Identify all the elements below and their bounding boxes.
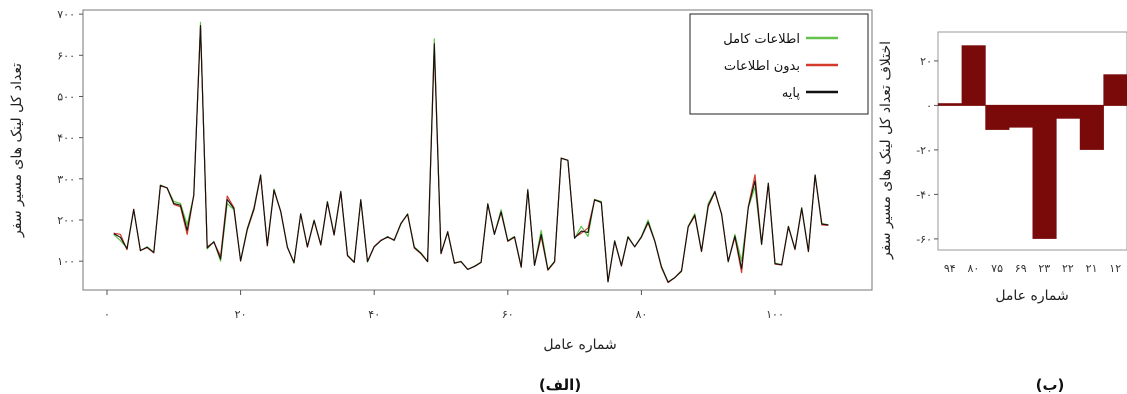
bar-x-tick-label: ۲۱ xyxy=(1086,262,1098,275)
bar-x-tick-label: ۹۴ xyxy=(944,262,956,275)
bar-x-tick-label: ۲۳ xyxy=(1038,262,1050,275)
bar-y-tick-label: ۲۰ xyxy=(920,55,932,68)
bar-chart-y-ticks: ۲۰ ۰ -۲۰ -۴۰ -۶۰ xyxy=(916,55,938,246)
x-tick-label: ۰ xyxy=(104,308,110,321)
legend-label-1: اطلاعات کامل xyxy=(723,32,800,47)
bar-x-tick-label: ۷۵ xyxy=(991,262,1003,275)
y-tick-label: ۲۰۰ xyxy=(57,214,75,227)
bar-8 xyxy=(1103,74,1127,106)
bar-x-tick-label: ۲۲ xyxy=(1062,262,1074,275)
y-tick-label: ۱۰۰ xyxy=(57,255,75,268)
bar-chart-x-axis-label: شماره عامل xyxy=(995,288,1068,304)
x-tick-label: ۲۰ xyxy=(235,308,247,321)
bar-6 xyxy=(1056,105,1081,119)
line-chart-x-axis-label: شماره عامل xyxy=(543,337,616,353)
panel-label-a: (الف) xyxy=(539,376,581,394)
bar-y-tick-label: -۲۰ xyxy=(916,144,932,157)
bar-y-tick-label: -۴۰ xyxy=(916,188,932,201)
line-chart-y-ticks: ۱۰۰ ۲۰۰ ۳۰۰ ۴۰۰ ۵۰۰ ۶۰۰ ۷۰۰ xyxy=(57,8,83,268)
line-chart-x-ticks: ۰ ۲۰ ۴۰ ۶۰ ۸۰ ۱۰۰ xyxy=(104,290,784,321)
bar-1 xyxy=(938,103,963,106)
bar-x-tick-label: ۱۲ xyxy=(1109,262,1121,275)
line-chart-series xyxy=(113,21,829,284)
bar-x-tick-label: ۸۰ xyxy=(967,262,979,275)
y-tick-label: ۳۰۰ xyxy=(57,173,75,186)
series-line-3 xyxy=(113,25,829,283)
y-tick-label: ۴۰۰ xyxy=(57,132,75,145)
x-tick-label: ۴۰ xyxy=(368,308,380,321)
bar-chart-bars xyxy=(938,45,1127,239)
y-tick-label: ۶۰۰ xyxy=(57,49,75,62)
bar-y-tick-label: -۶۰ xyxy=(916,233,932,246)
bar-5 xyxy=(1032,105,1057,239)
x-tick-label: ۶۰ xyxy=(502,308,514,321)
bar-x-tick-label: ۶۹ xyxy=(1015,262,1027,275)
bar-2 xyxy=(961,45,986,106)
legend-box xyxy=(689,13,869,115)
y-tick-label: ۷۰۰ xyxy=(57,8,75,21)
line-chart-panel: ۱۰۰ ۲۰۰ ۳۰۰ ۴۰۰ ۵۰۰ ۶۰۰ ۷۰۰ ۰ ۲۰ ۴۰ ۶۰ ۸۰ ۱۰۰ شماره… xyxy=(9,8,873,394)
line-chart-y-axis-label: تعداد کل لینک های مسیر سفر xyxy=(9,63,25,238)
y-tick-label: ۵۰۰ xyxy=(57,90,75,103)
legend-label-2: بدون اطلاعات xyxy=(724,59,800,74)
bar-chart-x-ticks: ۹۴ ۸۰ ۷۵ ۶۹ ۲۳ ۲۲ ۲۱ ۱۲ xyxy=(944,262,1121,275)
panel-label-b: (ب) xyxy=(1036,376,1065,394)
x-tick-label: ۸۰ xyxy=(635,308,647,321)
line-chart-legend: اطلاعات کامل بدون اطلاعات پایه xyxy=(689,13,869,115)
x-tick-label: ۱۰۰ xyxy=(766,308,784,321)
bar-4 xyxy=(1008,105,1033,128)
legend-label-3: پایه xyxy=(782,86,801,101)
bar-3 xyxy=(985,105,1010,130)
bar-y-tick-label: ۰ xyxy=(926,99,932,112)
bar-7 xyxy=(1079,105,1104,150)
bar-chart-panel: ۲۰ ۰ -۲۰ -۴۰ -۶۰ ۹۴ ۸۰ ۷۵ ۶۹ ۲۳ ۲۲ ۲۱ ۱۲ شماره عامل… xyxy=(878,31,1127,394)
bar-chart-y-axis-label: اختلاف تعداد کل لینک های مسیر سفر xyxy=(878,41,894,260)
